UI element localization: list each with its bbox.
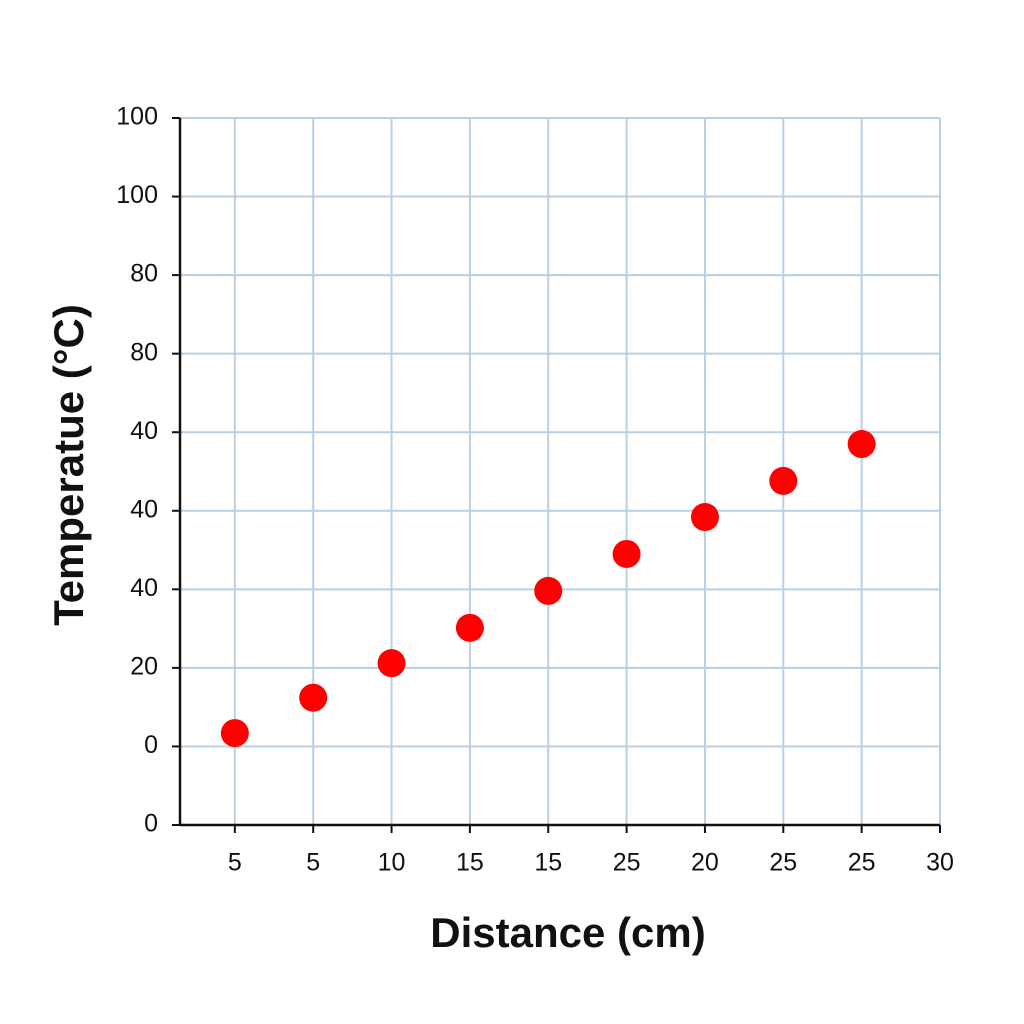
x-tick-label: 25 [848,849,876,877]
data-point [455,613,484,642]
y-tick-label: 20 [130,652,158,680]
x-axis-title: Distance (cm) [430,909,705,956]
y-tick-label: 0 [144,810,158,838]
y-tick-label: 0 [144,731,158,759]
y-tick-label: 100 [116,103,158,131]
data-point [612,539,641,568]
x-tick-label: 5 [228,849,242,877]
y-tick-label: 100 [116,181,158,209]
x-tick-label: 20 [691,849,719,877]
y-tick-label: 80 [130,338,158,366]
data-point [377,649,406,678]
x-tick-label: 5 [306,849,320,877]
x-tick-label: 10 [378,849,406,877]
data-point [299,683,328,712]
x-tick-label: 15 [534,849,562,877]
x-tick-label: 25 [613,849,641,877]
x-tick-label: 30 [926,849,954,877]
data-point [690,503,719,532]
y-tick-label: 40 [130,495,158,523]
data-point [220,719,249,748]
data-point [847,430,876,459]
data-point [534,576,563,605]
y-axis-title: Temperatue (°C) [45,304,92,626]
y-tick-label: 40 [130,574,158,602]
x-tick-label: 25 [769,849,797,877]
y-tick-label: 40 [130,417,158,445]
data-point [769,466,798,495]
x-tick-label: 15 [456,849,484,877]
y-tick-label: 80 [130,260,158,288]
